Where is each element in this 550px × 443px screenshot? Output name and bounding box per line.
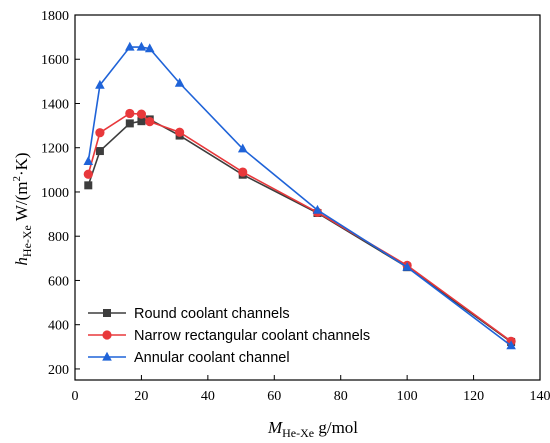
data-point xyxy=(506,340,516,350)
legend-item: Annular coolant channel xyxy=(88,350,290,366)
data-point xyxy=(125,119,134,128)
axes: 0 20 40 60 80 100 120 140 200 400 600 800 1000 1200 14… xyxy=(41,9,550,404)
data-point xyxy=(238,167,248,177)
legend: Round coolant channels Narrow rectangular… xyxy=(88,306,370,366)
x-axis-label-main: M xyxy=(267,418,283,437)
series-layer xyxy=(83,41,516,350)
y-tick-label: 800 xyxy=(48,230,69,245)
x-tick-label: 80 xyxy=(334,389,348,404)
legend-label: Narrow rectangular coolant channels xyxy=(134,328,370,344)
y-tick-label: 1400 xyxy=(41,97,69,112)
data-point xyxy=(95,128,105,138)
series-3 xyxy=(83,41,516,350)
x-tick-label: 140 xyxy=(530,389,550,404)
y-tick-label: 1800 xyxy=(41,9,69,24)
y-tick-label: 1200 xyxy=(41,142,69,157)
y-tick-label: 1600 xyxy=(41,53,69,68)
data-point xyxy=(84,181,93,190)
data-point xyxy=(312,204,323,214)
legend-marker xyxy=(102,330,112,340)
data-point xyxy=(136,41,147,51)
data-point xyxy=(174,77,185,87)
data-point xyxy=(83,156,94,166)
data-point xyxy=(237,143,248,153)
data-point xyxy=(175,127,185,137)
x-axis-label-sub: He-Xe xyxy=(282,426,314,440)
data-point xyxy=(125,108,135,119)
series-2 xyxy=(83,108,516,346)
data-point xyxy=(95,147,104,156)
legend-item: Narrow rectangular coolant channels xyxy=(88,328,370,344)
x-tick-label: 0 xyxy=(72,389,79,404)
data-point xyxy=(402,261,412,271)
x-tick-label: 120 xyxy=(463,389,484,404)
legend-marker xyxy=(103,309,111,317)
y-axis-label-sub: He-Xe xyxy=(20,225,34,257)
series-line xyxy=(87,46,512,347)
x-tick-label: 100 xyxy=(397,389,418,404)
plot-frame xyxy=(74,14,541,381)
y-tick-label: 200 xyxy=(48,363,69,378)
x-axis-label-unit: g/mol xyxy=(314,418,358,437)
x-tick-label: 20 xyxy=(134,389,148,404)
legend-label: Annular coolant channel xyxy=(134,350,290,366)
legend-label: Round coolant channels xyxy=(134,306,290,322)
x-tick-label: 40 xyxy=(201,389,215,404)
data-point xyxy=(144,43,155,53)
y-tick-label: 400 xyxy=(48,319,69,334)
x-axis-label: MHe-Xe g/mol xyxy=(267,418,358,440)
y-axis-label-main: h xyxy=(12,257,31,266)
data-point xyxy=(83,169,93,179)
legend-item: Round coolant channels xyxy=(88,306,290,322)
data-point xyxy=(137,117,146,126)
y-axis-label-unit-pre: W/(m xyxy=(12,182,31,226)
y-tick-label: 1000 xyxy=(41,186,69,201)
data-point xyxy=(136,109,147,119)
y-tick-label: 600 xyxy=(48,274,69,289)
data-point xyxy=(125,41,135,51)
data-point xyxy=(95,79,105,89)
y-axis-label-unit-post: ·K) xyxy=(12,152,31,176)
data-point xyxy=(145,117,155,127)
y-axis-label-sup: 2 xyxy=(11,176,23,182)
y-axis-label: hHe-Xe W/(m2·K) xyxy=(11,152,34,265)
x-tick-label: 60 xyxy=(267,389,281,404)
legend-marker xyxy=(102,351,112,361)
